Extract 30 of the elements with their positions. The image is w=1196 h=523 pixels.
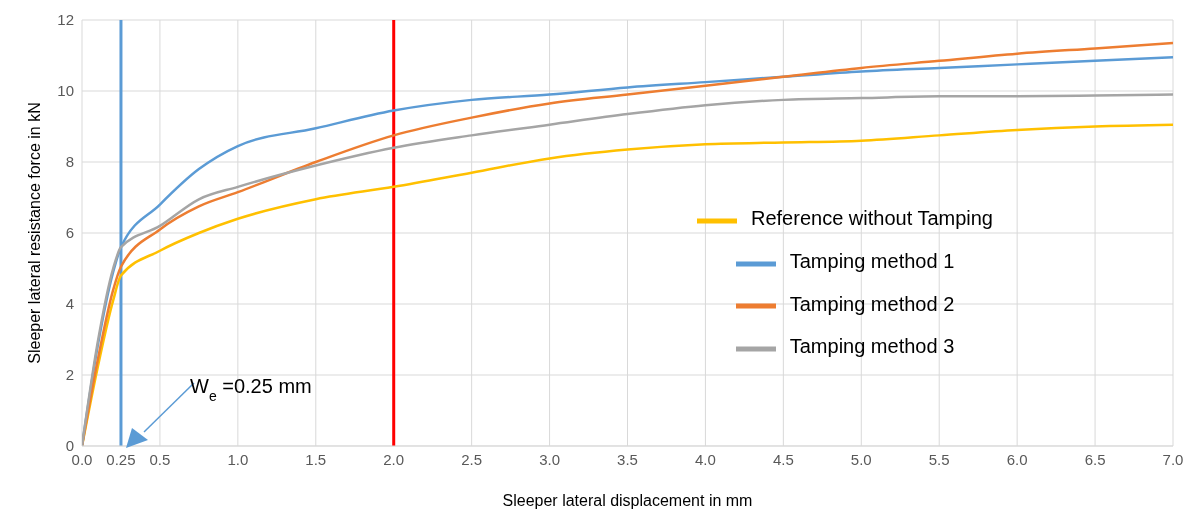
x-tick-label: 6.0	[1006, 450, 1028, 468]
legend-label: Tamping method 2	[789, 292, 955, 315]
x-tick-label: 1.5	[305, 450, 327, 468]
x-tick-label: 5.5	[928, 450, 950, 468]
legend-label: Reference without Tamping	[751, 207, 993, 229]
x-tick-label: 3.0	[539, 450, 560, 468]
x-tick-label: 4.0	[695, 450, 716, 468]
y-tick-label: 6	[65, 224, 74, 242]
x-axis-title: Sleeper lateral displacement in mm	[502, 492, 753, 509]
legend-label: Tamping method 1	[789, 249, 955, 272]
x-tick-label: 3.5	[617, 450, 638, 468]
x-tick-label: 6.5	[1084, 450, 1106, 468]
y-tick-label: 10	[57, 82, 74, 100]
y-axis-title: Sleeper lateral resistance force in kN	[25, 102, 43, 364]
y-tick-label: 2	[65, 366, 74, 384]
x-tick-label: 1.0	[227, 450, 249, 468]
x-tick-label: 0.25	[106, 450, 136, 468]
x-tick-label: 2.0	[383, 450, 405, 468]
y-tick-label: 0	[65, 437, 74, 455]
x-tick-label: 4.5	[772, 450, 794, 468]
x-tick-label: 0.5	[149, 450, 171, 468]
x-tick-label: 5.0	[850, 450, 872, 468]
x-tick-label: 7.0	[1162, 450, 1184, 468]
y-tick-label: 4	[65, 295, 74, 313]
x-tick-label: 0.0	[71, 450, 93, 468]
annotation: W$_{e}$ =0.25 mm	[190, 375, 312, 404]
x-tick-label: 2.5	[461, 450, 483, 468]
legend-label: Tamping method 3	[789, 335, 955, 358]
y-tick-label: 8	[65, 153, 74, 171]
y-tick-label: 12	[57, 11, 74, 29]
